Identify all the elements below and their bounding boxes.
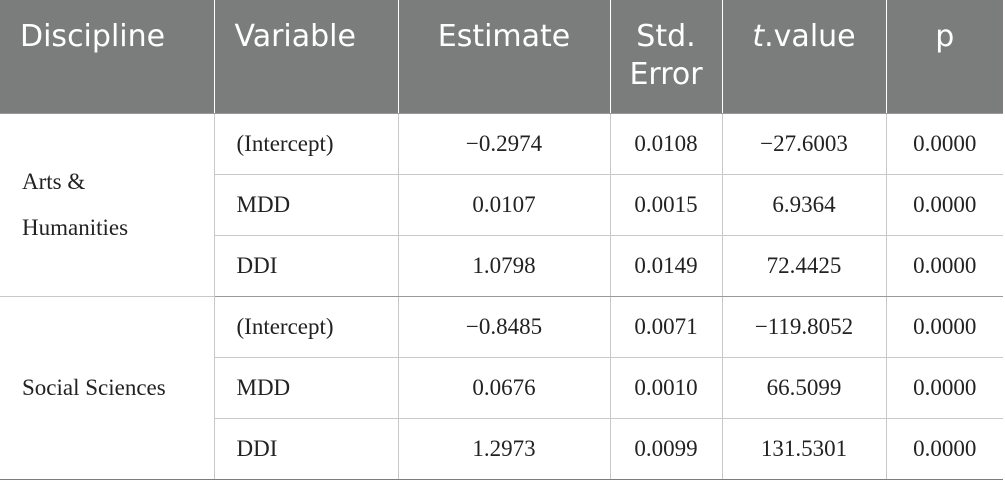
table-row: DDI 1.2973 0.0099 131.5301 0.0000	[0, 418, 1003, 480]
discipline-label-line1: Social Sciences	[22, 374, 166, 400]
estimate-cell: 0.0107	[398, 174, 611, 236]
std-error-cell: 0.0099	[610, 418, 723, 480]
std-error-cell: 0.0015	[610, 174, 723, 236]
discipline-cell: Social Sciences	[0, 296, 215, 480]
std-error-cell: 0.0071	[610, 296, 723, 358]
p-value-cell: 0.0000	[886, 235, 1003, 297]
variable-cell: DDI	[214, 418, 399, 480]
t-value-cell: 72.4425	[722, 235, 887, 297]
t-value-cell: 131.5301	[722, 418, 887, 480]
table-header: Discipline Variable Estimate Std. Error t…	[0, 0, 1003, 114]
t-value-cell: 66.5099	[722, 357, 887, 419]
header-p: p	[886, 0, 1003, 114]
table-row: MDD 0.0676 0.0010 66.5099 0.0000	[0, 357, 1003, 419]
std-error-cell: 0.0010	[610, 357, 723, 419]
std-error-cell: 0.0108	[610, 113, 723, 175]
p-value-cell: 0.0000	[886, 296, 1003, 358]
variable-cell: MDD	[214, 357, 399, 419]
p-value-cell: 0.0000	[886, 418, 1003, 480]
table-body: Arts & Humanities (Intercept) −0.2974 0.0…	[0, 113, 1003, 480]
header-row: Discipline Variable Estimate Std. Error t…	[0, 0, 1003, 114]
std-error-cell: 0.0149	[610, 235, 723, 297]
regression-results-table: Discipline Variable Estimate Std. Error t…	[0, 0, 1003, 480]
t-value-cell: −119.8052	[722, 296, 887, 358]
header-t-value-italic: t	[752, 19, 765, 54]
table-row: Arts & Humanities (Intercept) −0.2974 0.0…	[0, 113, 1003, 297]
estimate-cell: −0.2974	[398, 113, 611, 175]
header-variable: Variable	[214, 0, 399, 114]
variable-cell: MDD	[214, 174, 399, 236]
p-value-cell: 0.0000	[886, 174, 1003, 236]
header-std-error-line1: Std.	[636, 19, 696, 54]
variable-cell: DDI	[214, 235, 399, 297]
estimate-cell: −0.8485	[398, 296, 611, 358]
header-discipline: Discipline	[0, 0, 215, 114]
estimate-cell: 0.0676	[398, 357, 611, 419]
table-row: MDD 0.0107 0.0015 6.9364 0.0000	[0, 174, 1003, 236]
variable-cell: (Intercept)	[214, 113, 399, 175]
header-estimate: Estimate	[398, 0, 611, 114]
p-value-cell: 0.0000	[886, 113, 1003, 175]
estimate-cell: 1.2973	[398, 418, 611, 480]
header-t-value-rest: .value	[764, 19, 856, 54]
table-row: DDI 1.0798 0.0149 72.4425 0.0000	[0, 235, 1003, 297]
discipline-cell: Arts & Humanities	[0, 113, 215, 297]
table-row: Social Sciences (Intercept) −0.8485 0.00…	[0, 296, 1003, 480]
header-std-error-line2: Error	[629, 57, 703, 92]
variable-cell: (Intercept)	[214, 296, 399, 358]
estimate-cell: 1.0798	[398, 235, 611, 297]
header-std-error: Std. Error	[610, 0, 723, 114]
discipline-label-line1: Arts &	[22, 168, 86, 194]
p-value-cell: 0.0000	[886, 357, 1003, 419]
t-value-cell: −27.6003	[722, 113, 887, 175]
discipline-label-line2: Humanities	[22, 214, 129, 240]
t-value-cell: 6.9364	[722, 174, 887, 236]
header-t-value: t.value	[722, 0, 887, 114]
